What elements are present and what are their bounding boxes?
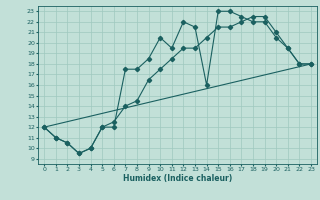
X-axis label: Humidex (Indice chaleur): Humidex (Indice chaleur)	[123, 174, 232, 183]
